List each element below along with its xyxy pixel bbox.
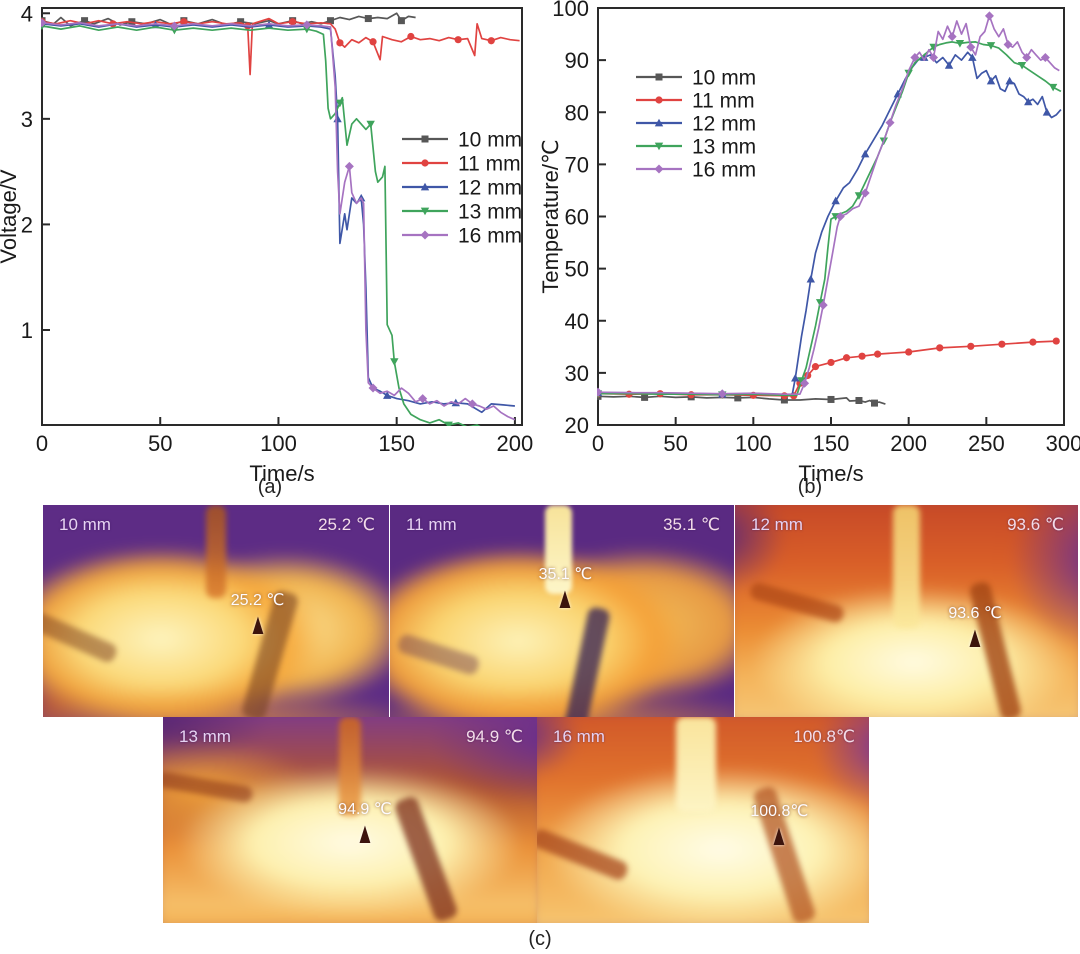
temperature-chart-panel: 0 50 100 150 200 250 300 20 30 40 50 60 70 80 90 100 Tim… (538, 0, 1080, 500)
svg-text:80: 80 (565, 100, 589, 125)
thermal-image-13mm: 13 mm 94.9 ℃ 94.9 ℃ ▲ (163, 717, 537, 923)
thermal-size-label: 12 mm (751, 515, 803, 534)
svg-text:100: 100 (552, 0, 589, 21)
svg-text:16 mm: 16 mm (692, 159, 756, 182)
spot-temp-label: 35.1 ℃ (538, 566, 593, 584)
thermal-image-16mm: 16 mm 100.8℃ 100.8℃ ▲ (537, 717, 869, 923)
nail-stripe (892, 505, 921, 628)
thermal-max-temp: 100.8℃ (793, 727, 855, 746)
voltage-chart-panel: 0 50 100 150 200 1 2 3 4 Time/s Voltage/V 10 mm 11 m… (0, 0, 540, 500)
svg-text:100: 100 (260, 431, 297, 456)
temperature-chart: 0 50 100 150 200 250 300 20 30 40 50 60 70 80 90 100 Tim… (538, 0, 1080, 486)
svg-text:0: 0 (592, 431, 604, 456)
nail-stripe (338, 717, 362, 816)
svg-text:40: 40 (565, 309, 589, 334)
thermal-image-12mm: 12 mm 93.6 ℃ 93.6 ℃ ▲ (735, 505, 1078, 717)
thermal-spot-marker: 25.2 ℃ ▲ (198, 590, 318, 641)
svg-text:100: 100 (735, 431, 772, 456)
panel-c-caption: (c) (528, 928, 552, 950)
svg-text:30: 30 (565, 361, 589, 386)
spot-triangle-icon: ▲ (355, 817, 375, 851)
svg-text:3: 3 (21, 107, 33, 132)
spot-temp-label: 100.8℃ (750, 803, 809, 821)
spot-triangle-icon: ▲ (770, 819, 789, 853)
svg-text:13 mm: 13 mm (692, 136, 756, 159)
thermal-size-label: 10 mm (59, 515, 111, 534)
svg-text:16 mm: 16 mm (458, 225, 522, 248)
thermal-size-label: 11 mm (406, 515, 457, 534)
svg-text:0: 0 (36, 431, 48, 456)
svg-text:Time/s: Time/s (798, 461, 863, 486)
svg-text:1: 1 (21, 318, 33, 343)
spot-temp-label: 93.6 ℃ (948, 604, 1002, 622)
svg-text:4: 4 (21, 1, 33, 26)
thermal-max-temp: 25.2 ℃ (318, 515, 375, 534)
thermal-size-label: 16 mm (553, 727, 605, 746)
svg-text:50: 50 (148, 431, 172, 456)
svg-text:Time/s: Time/s (249, 461, 314, 486)
thermal-spot-marker: 100.8℃ ▲ (719, 801, 839, 853)
panel-a-caption: (a) (257, 476, 283, 498)
thermal-max-temp: 94.9 ℃ (466, 727, 523, 746)
panel-b-caption: (b) (797, 476, 823, 498)
svg-text:Temperature/℃: Temperature/℃ (540, 139, 563, 293)
thermal-spot-marker: 35.1 ℃ ▲ (505, 564, 625, 616)
svg-text:10 mm: 10 mm (458, 129, 522, 152)
svg-text:60: 60 (565, 205, 589, 230)
svg-text:11 mm: 11 mm (692, 90, 755, 113)
svg-text:20: 20 (565, 413, 589, 438)
svg-text:90: 90 (565, 48, 589, 73)
thermal-spot-marker: 94.9 ℃ ▲ (305, 799, 425, 851)
spot-temp-label: 94.9 ℃ (338, 801, 392, 819)
svg-text:2: 2 (21, 212, 33, 237)
svg-text:200: 200 (497, 431, 534, 456)
spot-triangle-icon: ▲ (556, 582, 575, 616)
thermal-spot-marker: 93.6 ℃ ▲ (915, 603, 1035, 654)
spot-temp-label: 25.2 ℃ (230, 591, 285, 609)
svg-text:150: 150 (378, 431, 415, 456)
nail-stripe (544, 505, 573, 595)
svg-text:300: 300 (1046, 431, 1080, 456)
svg-text:13 mm: 13 mm (458, 201, 522, 224)
svg-text:250: 250 (968, 431, 1005, 456)
svg-text:12 mm: 12 mm (458, 177, 522, 200)
svg-text:200: 200 (890, 431, 927, 456)
thermal-max-temp: 35.1 ℃ (663, 515, 720, 534)
svg-text:50: 50 (663, 431, 687, 456)
spot-triangle-icon: ▲ (248, 607, 267, 641)
svg-text:70: 70 (565, 152, 589, 177)
svg-text:12 mm: 12 mm (692, 113, 756, 136)
thermal-image-11mm: 11 mm 35.1 ℃ 35.1 ℃ ▲ (390, 505, 734, 717)
nail-stripe (205, 505, 227, 599)
nail-stripe (676, 717, 717, 812)
spot-triangle-icon: ▲ (965, 620, 985, 654)
svg-text:10 mm: 10 mm (692, 67, 756, 90)
svg-text:150: 150 (813, 431, 850, 456)
svg-text:50: 50 (565, 257, 589, 282)
thermal-max-temp: 93.6 ℃ (1007, 515, 1064, 534)
svg-text:Voltage/V: Voltage/V (0, 169, 21, 264)
svg-text:11 mm: 11 mm (458, 153, 521, 176)
thermal-size-label: 13 mm (179, 727, 231, 746)
thermal-image-10mm: 10 mm 25.2 ℃ 25.2 ℃ ▲ (43, 505, 389, 717)
